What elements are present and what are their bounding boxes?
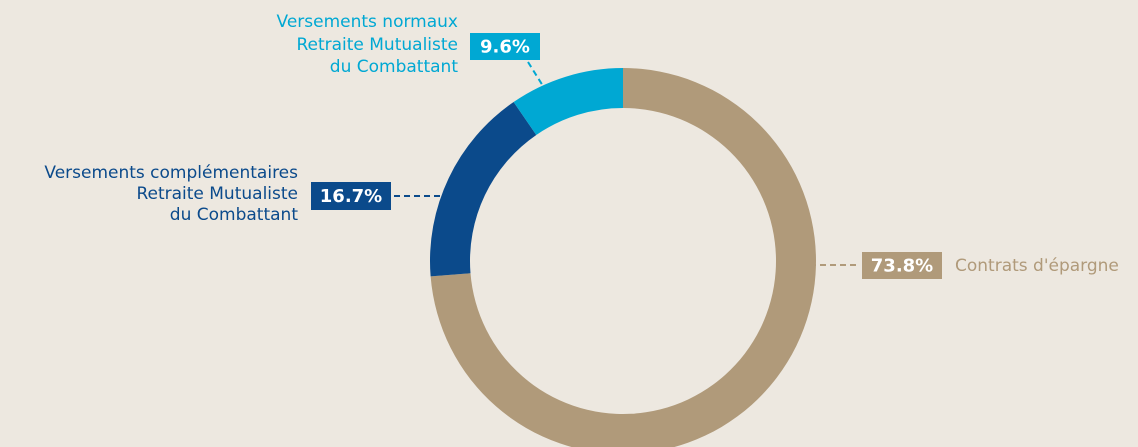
- label-box: [311, 182, 391, 210]
- value-label: 73.8%: [871, 256, 933, 277]
- label-box: [470, 33, 540, 60]
- donut-segment: [513, 68, 623, 135]
- category-label: Contrats d'épargne: [955, 256, 1119, 276]
- category-label: du Combattant: [330, 57, 459, 77]
- donut-segment: [430, 101, 537, 277]
- value-label: 9.6%: [480, 37, 530, 58]
- leader-line: [527, 61, 544, 87]
- category-label: Retraite Mutualiste: [136, 184, 298, 204]
- value-label: 16.7%: [320, 186, 382, 207]
- category-label: Versements normaux: [277, 12, 458, 32]
- category-label: Versements complémentaires: [44, 163, 298, 183]
- label-box: [862, 252, 942, 279]
- category-label: du Combattant: [170, 205, 299, 225]
- category-label: Retraite Mutualiste: [296, 35, 458, 55]
